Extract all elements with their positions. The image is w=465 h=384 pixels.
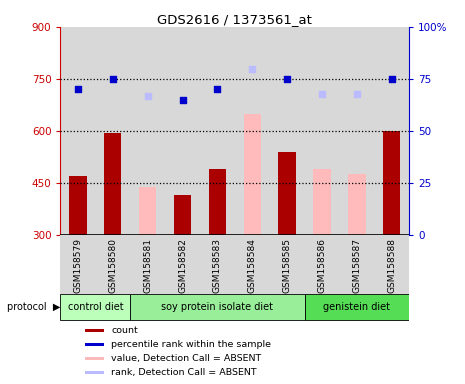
Bar	[69, 176, 86, 235]
Bar	[85, 329, 104, 333]
Bar	[348, 174, 365, 235]
Text: GSM158584: GSM158584	[248, 238, 257, 293]
Point	[318, 91, 325, 97]
Bar	[60, 27, 95, 235]
Text: rank, Detection Call = ABSENT: rank, Detection Call = ABSENT	[111, 368, 257, 377]
Bar	[383, 131, 400, 235]
Bar	[85, 357, 104, 360]
Point	[179, 97, 186, 103]
Text: value, Detection Call = ABSENT: value, Detection Call = ABSENT	[111, 354, 261, 363]
Bar	[85, 371, 104, 374]
Bar	[270, 27, 305, 235]
Text: control diet: control diet	[67, 302, 123, 312]
Text: GSM158587: GSM158587	[352, 238, 361, 293]
Bar	[139, 187, 156, 235]
Text: GSM158581: GSM158581	[143, 238, 152, 293]
Bar	[339, 27, 374, 235]
Point	[353, 91, 361, 97]
Point	[248, 65, 256, 71]
Text: soy protein isolate diet: soy protein isolate diet	[161, 302, 273, 312]
Bar	[130, 294, 305, 321]
Text: GSM158579: GSM158579	[73, 238, 82, 293]
Bar	[235, 27, 270, 235]
Bar	[305, 27, 339, 235]
Bar	[200, 27, 235, 235]
Point	[388, 76, 395, 82]
Text: GSM158586: GSM158586	[318, 238, 326, 293]
Point	[214, 86, 221, 93]
Text: GSM158583: GSM158583	[213, 238, 222, 293]
Bar	[374, 27, 409, 235]
Bar	[209, 169, 226, 235]
Bar	[85, 343, 104, 346]
Bar	[104, 133, 121, 235]
Text: GSM158588: GSM158588	[387, 238, 396, 293]
Bar	[313, 169, 331, 235]
Point	[144, 93, 152, 99]
Bar	[130, 27, 165, 235]
Text: GSM158582: GSM158582	[178, 238, 187, 293]
Text: GSM158585: GSM158585	[283, 238, 292, 293]
Point	[283, 76, 291, 82]
Bar	[165, 27, 200, 235]
Bar	[279, 152, 296, 235]
Text: genistein diet: genistein diet	[323, 302, 391, 312]
Point	[109, 76, 116, 82]
Bar	[60, 294, 130, 321]
Text: percentile rank within the sample: percentile rank within the sample	[111, 340, 271, 349]
Title: GDS2616 / 1373561_at: GDS2616 / 1373561_at	[157, 13, 312, 26]
Text: count: count	[111, 326, 138, 336]
Text: GSM158580: GSM158580	[108, 238, 117, 293]
Bar	[95, 27, 130, 235]
Point	[74, 86, 82, 93]
Bar	[174, 195, 191, 235]
Bar	[305, 294, 409, 321]
Text: protocol  ▶: protocol ▶	[7, 302, 60, 312]
Bar	[244, 114, 261, 235]
